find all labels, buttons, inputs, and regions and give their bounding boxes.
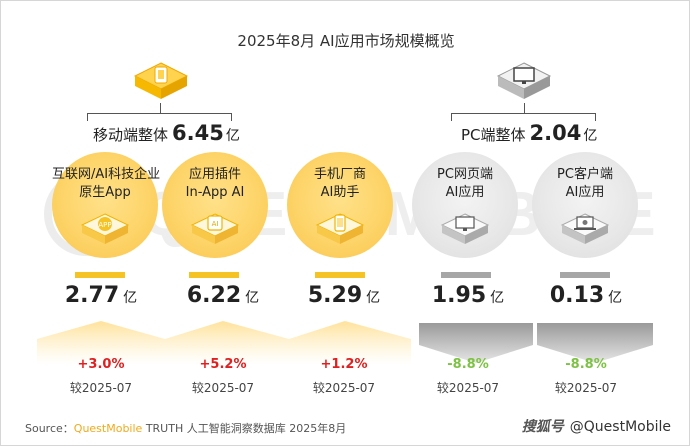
pc-total: PC端整体 2.04 亿 bbox=[461, 121, 598, 145]
category-label: PC网页端 bbox=[437, 167, 493, 182]
category-label: AI应用 bbox=[565, 185, 605, 200]
connector bbox=[451, 113, 452, 121]
source-note: Source：QuestMobile TRUTH 人工智能洞察数据库 2025年… bbox=[25, 422, 347, 435]
change-pc-client: -8.8% bbox=[565, 357, 607, 372]
category-native-app: 互联网/AI科技企业 原生App APP bbox=[52, 152, 161, 258]
compare-period: 较2025-07 bbox=[69, 381, 133, 395]
change-phone-assistant: +1.2% bbox=[320, 357, 368, 372]
group-bar bbox=[441, 272, 491, 278]
monitor-web-icon bbox=[440, 213, 490, 244]
category-label: In-App AI bbox=[185, 185, 245, 200]
app-icon: APP bbox=[80, 213, 130, 244]
change-in-app-ai: +5.2% bbox=[199, 357, 247, 372]
category-label: 手机厂商 bbox=[313, 167, 366, 182]
down-arrow bbox=[537, 323, 653, 363]
down-arrow bbox=[419, 323, 533, 363]
smartphone-icon bbox=[133, 62, 189, 99]
compare-period: 较2025-07 bbox=[436, 381, 500, 395]
change-pc-web: -8.8% bbox=[447, 357, 489, 372]
category-label: 互联网/AI科技企业 bbox=[52, 167, 161, 182]
compare-period: 较2025-07 bbox=[312, 381, 376, 395]
desktop-monitor-icon bbox=[496, 62, 552, 99]
group-bar bbox=[75, 272, 125, 278]
change-native-app: +3.0% bbox=[77, 357, 125, 372]
value-phone-assistant: 5.29 亿 bbox=[307, 283, 381, 308]
svg-text:APP: APP bbox=[98, 221, 111, 229]
mobile-total: 移动端整体 6.45 亿 bbox=[93, 121, 240, 145]
connector bbox=[595, 113, 596, 121]
trend-arrows bbox=[37, 321, 653, 365]
up-arrow bbox=[37, 321, 165, 365]
category-in-app-ai: 应用插件 In-App AI AI bbox=[162, 152, 268, 258]
source-brand: QuestMobile bbox=[73, 422, 143, 435]
ai-plugin-icon: AI bbox=[190, 213, 240, 244]
connector bbox=[87, 113, 88, 121]
connector bbox=[231, 113, 232, 121]
value-in-app-ai: 6.22 亿 bbox=[186, 283, 260, 308]
category-phone-assistant: 手机厂商 AI助手 bbox=[287, 152, 393, 258]
category-label: 应用插件 bbox=[188, 167, 241, 182]
category-label: PC客户端 bbox=[557, 167, 613, 182]
value-native-app: 2.77 亿 bbox=[64, 283, 138, 308]
platform-credit: 搜狐号 @QuestMobile bbox=[521, 419, 671, 435]
connector bbox=[87, 113, 231, 114]
svg-text:AI: AI bbox=[212, 220, 219, 228]
category-label: AI应用 bbox=[445, 185, 485, 200]
connector bbox=[160, 103, 161, 113]
group-bar bbox=[560, 272, 610, 278]
page-title: 2025年8月 AI应用市场规模概览 bbox=[237, 32, 455, 50]
platform-logo: 搜狐号 bbox=[521, 419, 564, 435]
phone-assistant-icon bbox=[315, 213, 365, 244]
connector bbox=[451, 113, 595, 114]
category-label: AI助手 bbox=[320, 185, 360, 200]
laptop-client-icon bbox=[560, 213, 610, 244]
compare-period: 较2025-07 bbox=[191, 381, 255, 395]
group-bar bbox=[189, 272, 239, 278]
connector bbox=[524, 103, 525, 113]
up-arrow bbox=[289, 321, 411, 365]
up-arrow bbox=[165, 321, 289, 365]
category-pc-web: PC网页端 AI应用 bbox=[412, 152, 518, 258]
value-pc-client: 0.13 亿 bbox=[549, 283, 623, 308]
category-pc-client: PC客户端 AI应用 bbox=[532, 152, 638, 258]
group-bar bbox=[315, 272, 365, 278]
value-pc-web: 1.95 亿 bbox=[431, 283, 505, 308]
category-label: 原生App bbox=[79, 185, 131, 200]
compare-period: 较2025-07 bbox=[554, 381, 618, 395]
